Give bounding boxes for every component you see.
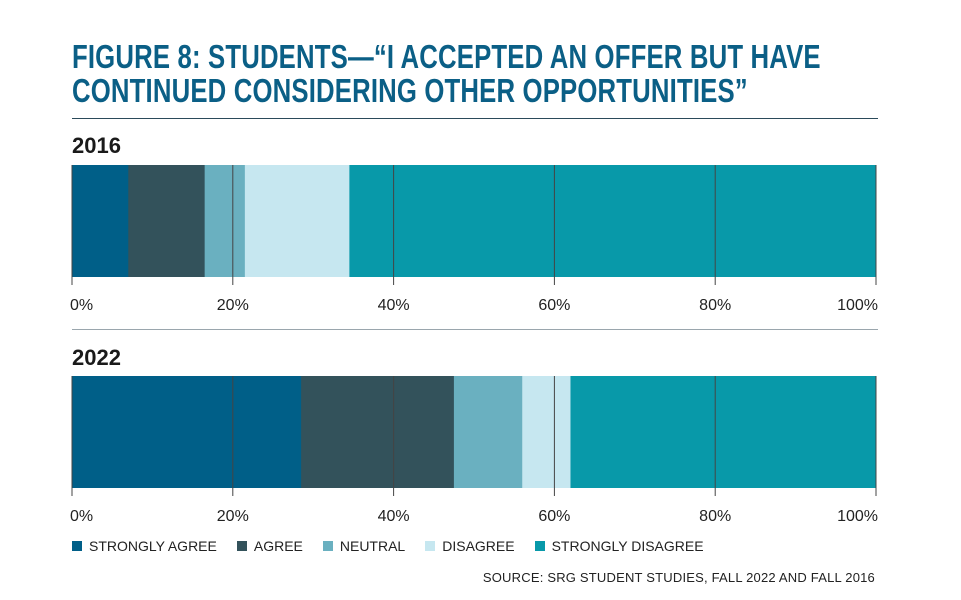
- bar-segment-disagree: [244, 165, 350, 277]
- bar-segment-agree: [301, 376, 455, 488]
- panel-title-2022: 2022: [72, 345, 121, 370]
- legend-label: DISAGREE: [442, 538, 515, 554]
- legend-swatch: [425, 541, 436, 551]
- bar-segment-strongly-disagree: [349, 165, 877, 277]
- x-tick-label: 100%: [837, 508, 878, 525]
- legend-label: STRONGLY DISAGREE: [551, 538, 704, 554]
- x-tick-label: 100%: [837, 297, 878, 314]
- legend-item-neutral: NEUTRAL: [322, 538, 406, 554]
- legend-item-strongly-agree: STRONGLY AGREE: [72, 538, 217, 554]
- legend-label: STRONGLY AGREE: [89, 538, 217, 554]
- x-tick-label: 60%: [538, 508, 570, 525]
- x-tick-label: 20%: [217, 508, 249, 525]
- legend-swatch: [236, 541, 247, 551]
- legend: STRONGLY AGREE AGREE NEUTRAL DISAGREE STRONG…: [72, 538, 724, 554]
- bar-segment-strongly-agree: [72, 165, 129, 277]
- x-tick-label: 40%: [378, 508, 410, 525]
- legend-item-agree: AGREE: [236, 538, 303, 554]
- bar-segment-strongly-agree: [72, 376, 302, 488]
- x-tick-label: 0%: [70, 297, 93, 314]
- legend-swatch: [72, 541, 82, 551]
- legend-item-disagree: DISAGREE: [425, 538, 515, 554]
- bar-segment-agree: [128, 165, 206, 277]
- legend-swatch: [534, 541, 545, 551]
- panel-title-2016: 2016: [72, 133, 121, 158]
- x-tick-label: 40%: [378, 297, 410, 314]
- x-tick-label: 80%: [699, 297, 731, 314]
- title-line-1: FIGURE 8: STUDENTS—“I ACCEPTED AN OFFER …: [72, 38, 821, 75]
- legend-swatch: [322, 541, 333, 551]
- x-tick-label: 20%: [217, 297, 249, 314]
- title-line-2: CONTINUED CONSIDERING OTHER OPPORTUNITIE…: [72, 72, 748, 109]
- source-note: SOURCE: SRG STUDENT STUDIES, FALL 2022 A…: [482, 570, 875, 585]
- x-tick-label: 60%: [538, 297, 570, 314]
- bar-segment-disagree: [522, 376, 571, 488]
- legend-label: NEUTRAL: [339, 538, 406, 554]
- x-tick-label: 80%: [699, 508, 731, 525]
- chart-title: FIGURE 8: STUDENTS—“I ACCEPTED AN OFFER …: [72, 38, 821, 109]
- bar-segment-neutral: [453, 376, 523, 488]
- x-tick-label: 0%: [70, 508, 93, 525]
- bar-segment-neutral: [204, 165, 246, 277]
- legend-label: AGREE: [253, 538, 303, 554]
- panel-divider: [72, 329, 878, 330]
- title-divider: [72, 118, 878, 119]
- legend-item-strongly-disagree: STRONGLY DISAGREE: [534, 538, 704, 554]
- chart-2022: 0% 20% 40% 60% 80% 100%: [70, 376, 878, 525]
- bar-segment-strongly-disagree: [570, 376, 877, 488]
- chart-2016: 0% 20% 40% 60% 80% 100%: [70, 165, 878, 314]
